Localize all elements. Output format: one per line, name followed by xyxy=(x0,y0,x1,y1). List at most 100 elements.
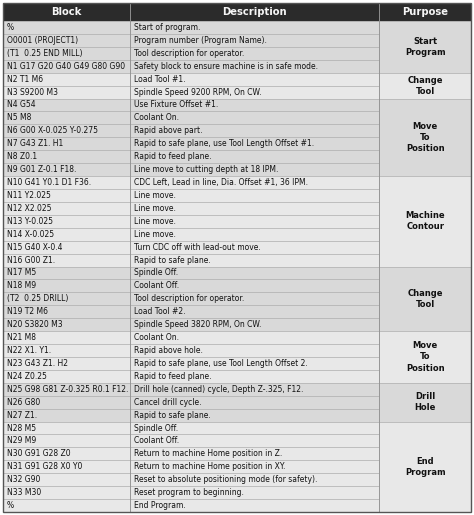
Bar xyxy=(3,176,130,189)
Text: N29 M9: N29 M9 xyxy=(7,436,36,445)
Bar xyxy=(3,202,130,215)
Bar xyxy=(130,344,379,357)
Text: Move
To
Position: Move To Position xyxy=(406,122,445,153)
Bar xyxy=(379,98,471,176)
Bar xyxy=(130,448,379,460)
Bar xyxy=(3,331,130,344)
Text: Change
Tool: Change Tool xyxy=(407,289,443,309)
Bar xyxy=(130,202,379,215)
Bar xyxy=(130,60,379,73)
Bar xyxy=(130,189,379,202)
Bar xyxy=(379,3,471,21)
Bar xyxy=(3,111,130,124)
Bar xyxy=(379,176,471,266)
Bar xyxy=(3,138,130,150)
Bar xyxy=(130,280,379,293)
Text: Line move.: Line move. xyxy=(134,191,176,200)
Bar xyxy=(130,111,379,124)
Text: Turn CDC off with lead-out move.: Turn CDC off with lead-out move. xyxy=(134,243,261,252)
Text: Load Tool #2.: Load Tool #2. xyxy=(134,307,186,316)
Text: N10 G41 Y0.1 D1 F36.: N10 G41 Y0.1 D1 F36. xyxy=(7,178,91,187)
Text: N24 Z0.25: N24 Z0.25 xyxy=(7,372,47,381)
Bar xyxy=(3,383,130,396)
Text: Coolant Off.: Coolant Off. xyxy=(134,281,180,290)
Text: N6 G00 X-0.025 Y-0.275: N6 G00 X-0.025 Y-0.275 xyxy=(7,126,98,135)
Bar xyxy=(130,215,379,228)
Bar xyxy=(3,370,130,383)
Text: N13 Y-0.025: N13 Y-0.025 xyxy=(7,217,53,226)
Text: N7 G43 Z1. H1: N7 G43 Z1. H1 xyxy=(7,139,63,148)
Text: Start of program.: Start of program. xyxy=(134,23,201,32)
Text: Rapid to feed plane.: Rapid to feed plane. xyxy=(134,372,212,381)
Text: Block: Block xyxy=(52,7,82,17)
Text: N28 M5: N28 M5 xyxy=(7,423,36,433)
Text: O0001 (PROJECT1): O0001 (PROJECT1) xyxy=(7,36,78,45)
Text: Use Fixture Offset #1.: Use Fixture Offset #1. xyxy=(134,100,219,110)
Text: N26 G80: N26 G80 xyxy=(7,398,40,407)
Text: N20 S3820 M3: N20 S3820 M3 xyxy=(7,320,63,329)
Bar xyxy=(130,73,379,85)
Text: Cancel drill cycle.: Cancel drill cycle. xyxy=(134,398,202,407)
Bar xyxy=(3,124,130,138)
Bar xyxy=(130,21,379,34)
Text: N2 T1 M6: N2 T1 M6 xyxy=(7,75,43,83)
Text: Tool description for operator.: Tool description for operator. xyxy=(134,49,245,58)
Bar xyxy=(3,486,130,499)
Bar xyxy=(130,228,379,241)
Text: N22 X1. Y1.: N22 X1. Y1. xyxy=(7,346,51,355)
Bar xyxy=(130,150,379,163)
Text: Coolant On.: Coolant On. xyxy=(134,113,179,123)
Bar xyxy=(3,435,130,448)
Bar xyxy=(130,85,379,98)
Bar xyxy=(379,73,471,98)
Bar xyxy=(130,138,379,150)
Bar xyxy=(3,98,130,111)
Text: Spindle Off.: Spindle Off. xyxy=(134,268,178,278)
Bar xyxy=(3,228,130,241)
Bar xyxy=(130,266,379,280)
Text: N5 M8: N5 M8 xyxy=(7,113,31,123)
Text: Move
To
Position: Move To Position xyxy=(406,341,445,372)
Text: Rapid to safe plane.: Rapid to safe plane. xyxy=(134,255,211,265)
Bar xyxy=(3,215,130,228)
Bar xyxy=(379,383,471,422)
Bar xyxy=(130,163,379,176)
Text: N17 M5: N17 M5 xyxy=(7,268,36,278)
Text: Spindle Off.: Spindle Off. xyxy=(134,423,178,433)
Text: N21 M8: N21 M8 xyxy=(7,333,36,342)
Text: Rapid to safe plane, use Tool Length Offset 2.: Rapid to safe plane, use Tool Length Off… xyxy=(134,359,308,368)
Bar xyxy=(3,473,130,486)
Bar xyxy=(130,370,379,383)
Bar xyxy=(130,318,379,331)
Text: CDC Left, Lead in line, Dia. Offset #1, 36 IPM.: CDC Left, Lead in line, Dia. Offset #1, … xyxy=(134,178,308,187)
Text: Spindle Speed 9200 RPM, On CW.: Spindle Speed 9200 RPM, On CW. xyxy=(134,88,262,97)
Text: End
Program: End Program xyxy=(405,457,446,477)
Bar xyxy=(130,357,379,370)
Text: N31 G91 G28 X0 Y0: N31 G91 G28 X0 Y0 xyxy=(7,462,82,471)
Bar xyxy=(3,150,130,163)
Text: Rapid to safe plane.: Rapid to safe plane. xyxy=(134,410,211,420)
Text: Rapid above hole.: Rapid above hole. xyxy=(134,346,203,355)
Text: Load Tool #1.: Load Tool #1. xyxy=(134,75,186,83)
Text: N32 G90: N32 G90 xyxy=(7,475,40,484)
Bar xyxy=(3,499,130,512)
Bar xyxy=(3,3,130,21)
Bar xyxy=(130,241,379,253)
Bar xyxy=(3,34,130,47)
Text: %: % xyxy=(7,501,14,510)
Text: N9 G01 Z-0.1 F18.: N9 G01 Z-0.1 F18. xyxy=(7,165,76,174)
Bar xyxy=(3,163,130,176)
Text: Coolant Off.: Coolant Off. xyxy=(134,436,180,445)
Bar xyxy=(130,396,379,408)
Bar xyxy=(130,305,379,318)
Bar xyxy=(3,280,130,293)
Text: Drill
Hole: Drill Hole xyxy=(414,392,436,412)
Bar xyxy=(3,448,130,460)
Text: N33 M30: N33 M30 xyxy=(7,488,41,497)
Text: N15 G40 X-0.4: N15 G40 X-0.4 xyxy=(7,243,63,252)
Bar xyxy=(3,396,130,408)
Text: Rapid above part.: Rapid above part. xyxy=(134,126,203,135)
Text: Rapid to safe plane, use Tool Length Offset #1.: Rapid to safe plane, use Tool Length Off… xyxy=(134,139,314,148)
Text: N25 G98 G81 Z-0.325 R0.1 F12.: N25 G98 G81 Z-0.325 R0.1 F12. xyxy=(7,385,128,394)
Bar xyxy=(130,422,379,435)
